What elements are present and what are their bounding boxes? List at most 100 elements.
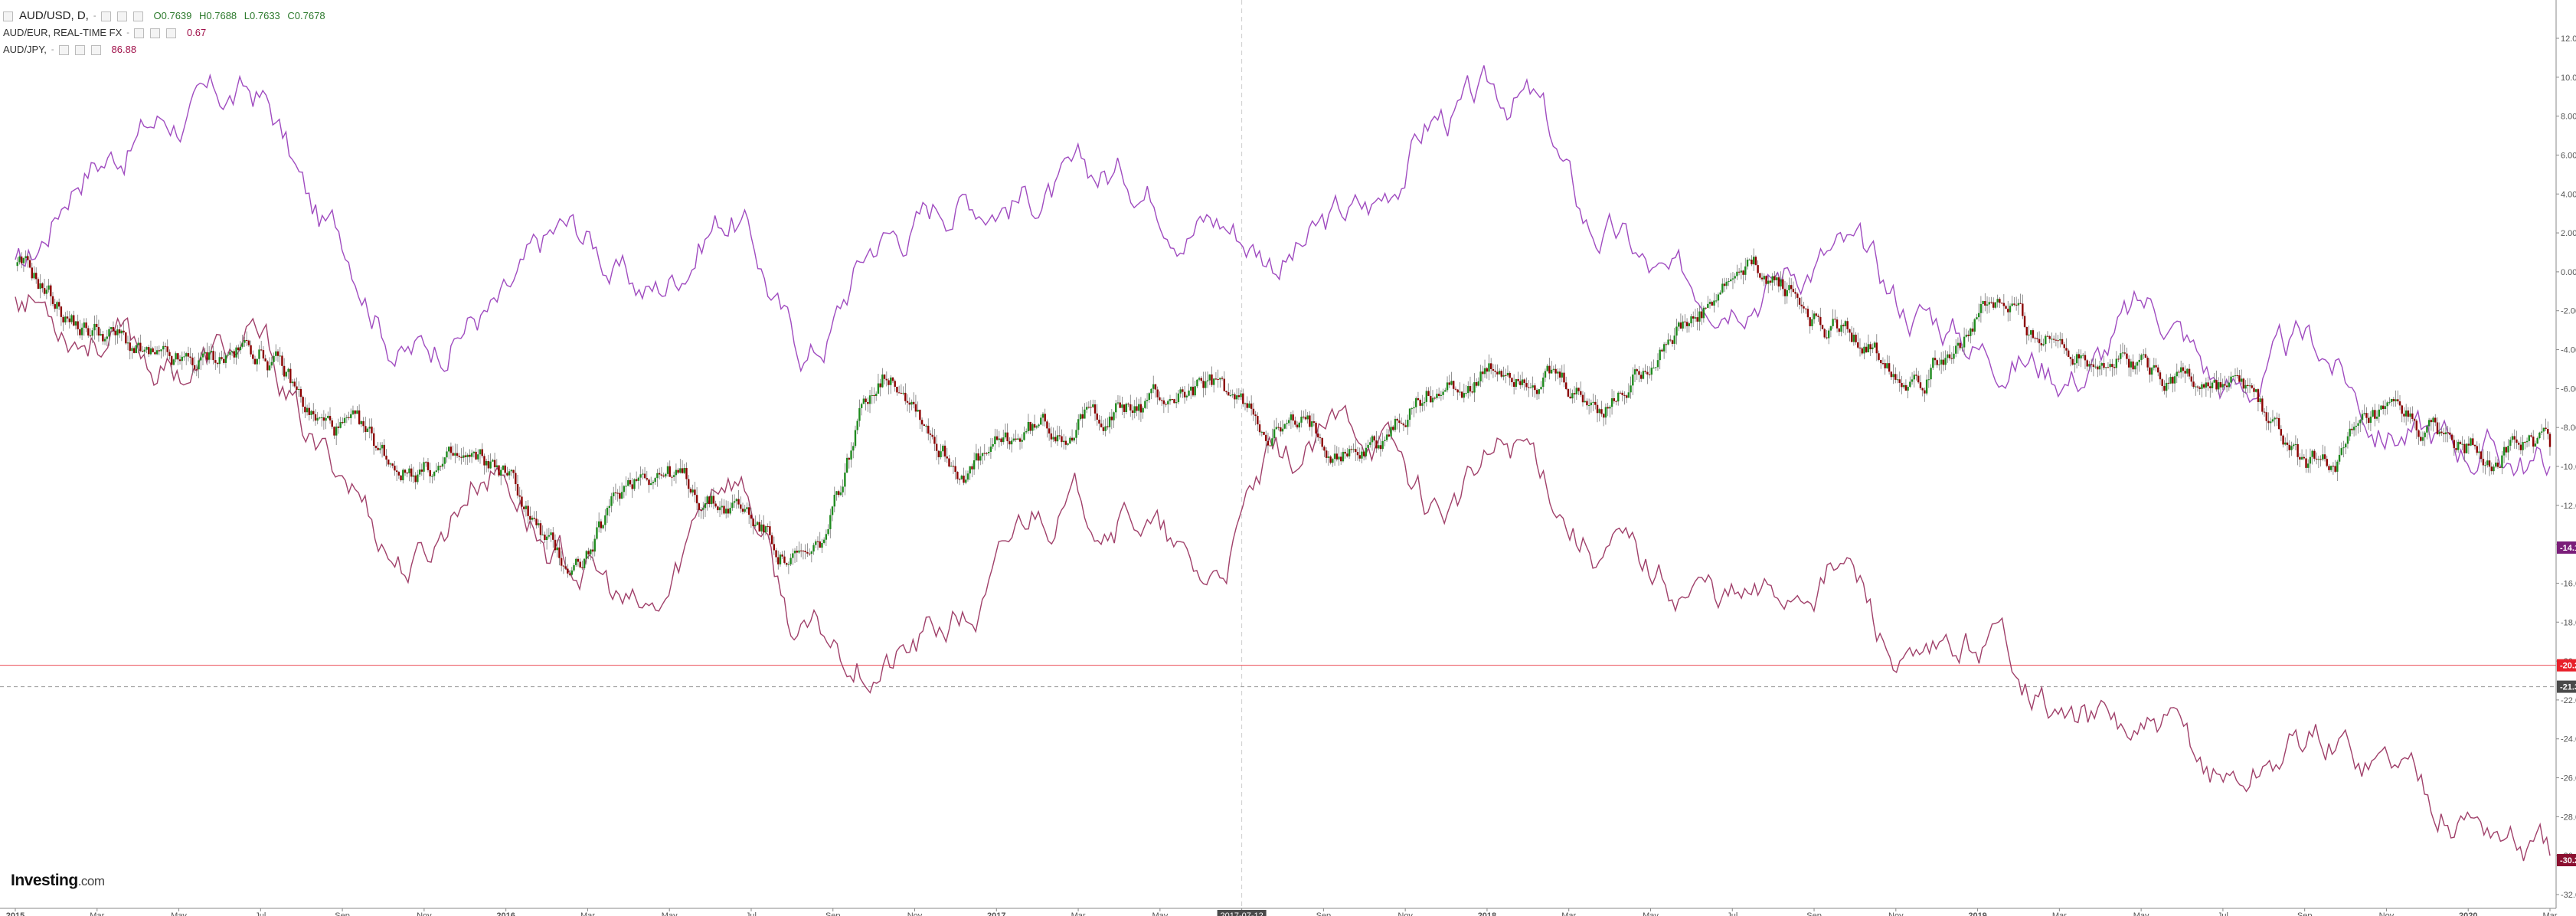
candle-body (1953, 353, 1955, 359)
candle-body (325, 417, 327, 421)
candle-body (425, 462, 427, 463)
candle-body (737, 499, 740, 505)
y-tick-label: 12.00% (2561, 34, 2576, 44)
legend-main[interactable]: AUD/USD, D, - O0.7639 H0.7688 L0.7633 C0… (3, 8, 330, 25)
candle-body (2501, 455, 2503, 468)
candle-body (746, 507, 748, 509)
candle-body (2234, 375, 2237, 377)
settings-icon[interactable] (74, 44, 85, 55)
x-tick-label: Sep (335, 911, 350, 916)
candle-body (1092, 404, 1094, 407)
close-icon[interactable] (90, 44, 101, 55)
candle-body (718, 507, 721, 511)
candle-body (2450, 434, 2453, 440)
candle-body (1909, 381, 1911, 388)
aud-usd-secondary-label: -21.3181 (2560, 683, 2576, 692)
candle-body (260, 349, 263, 351)
candle-body (702, 508, 704, 510)
candle-body (1988, 302, 1990, 305)
candle-body (2369, 416, 2372, 424)
candle-body (483, 456, 485, 466)
candle-body (2519, 444, 2522, 450)
candle-body (1775, 277, 1778, 280)
legend-main-symbol: AUD/USD, D, (19, 9, 89, 22)
candle-body (796, 550, 798, 553)
x-axis[interactable]: 2015 Mar May Jul Sep Nov 2016 Mar May Jul Sep Nov 20… (0, 908, 2558, 916)
eye-icon[interactable] (100, 11, 111, 21)
candle-body (1085, 407, 1088, 410)
candle-body (1655, 367, 1657, 368)
y-tick-label: -32.00% (2561, 891, 2576, 900)
candle-body (1350, 449, 1353, 450)
candle-body (666, 466, 669, 474)
candle-body (879, 383, 881, 388)
candle-body (1959, 342, 1961, 348)
candle-body (2495, 462, 2497, 467)
candle-body (2195, 386, 2197, 388)
candle-body (297, 388, 300, 390)
candle-body (2534, 443, 2537, 447)
candle-body (2290, 446, 2293, 450)
close-icon[interactable] (165, 28, 176, 38)
candle-body (504, 465, 506, 473)
candle-body (1102, 427, 1105, 431)
candle-body (1659, 349, 1661, 361)
candle-body (437, 466, 440, 471)
candle-body (74, 321, 77, 326)
candle-body (1803, 306, 1805, 309)
candle-body (2270, 421, 2272, 424)
candle-body (2548, 433, 2551, 447)
candle-body (835, 491, 838, 496)
candle-body (994, 436, 996, 444)
candle-body (2434, 417, 2437, 423)
candle-body (1911, 379, 1914, 382)
close-icon[interactable] (132, 11, 143, 21)
candle-body (329, 415, 332, 420)
candle-body (1669, 339, 1672, 341)
y-tick-label: 4.00% (2561, 190, 2576, 199)
investing-logo[interactable]: Investing.com (11, 872, 105, 890)
candle-body (2395, 399, 2397, 401)
legend-compare-1-dash: - (126, 28, 129, 38)
candle-body (2109, 364, 2111, 368)
candle-body (2224, 384, 2226, 386)
candle-body (2065, 348, 2068, 351)
candle-body (2309, 456, 2312, 464)
candle-body (2084, 355, 2087, 361)
candle-body (1532, 385, 1534, 388)
eye-icon[interactable] (133, 28, 144, 38)
legend-compare-1[interactable]: AUD/EUR, REAL-TIME FX - 0.67 (3, 25, 330, 41)
candle-body (708, 496, 711, 505)
candle-body (64, 316, 67, 322)
candle-body (1244, 403, 1247, 404)
candle-body (1742, 270, 1744, 275)
candle-body (1136, 406, 1138, 411)
candle-body (1806, 309, 1809, 318)
candle-body (1338, 456, 1340, 460)
candle-body (2211, 382, 2214, 388)
x-tick-label: Mar (1561, 911, 1576, 916)
candle-body (1671, 340, 1674, 344)
candle-body (2228, 382, 2231, 388)
candle-body (1769, 280, 1772, 283)
candle-body (908, 402, 910, 405)
legend-compare-2-symbol: AUD/JPY, (3, 44, 47, 55)
candle-body (1340, 456, 1342, 462)
candle-body (2420, 437, 2422, 441)
settings-icon[interactable] (149, 28, 160, 38)
eye-icon[interactable] (58, 44, 69, 55)
candle-body (1171, 398, 1173, 400)
candle-body (1415, 397, 1417, 407)
candle-body (1144, 401, 1146, 408)
collapse-icon[interactable] (3, 11, 13, 21)
candle-body (979, 456, 982, 461)
legend-compare-2[interactable]: AUD/JPY, - 86.88 (3, 41, 330, 58)
candle-body (1990, 302, 1992, 303)
candle-body (744, 509, 746, 512)
settings-icon[interactable] (116, 11, 127, 21)
candle-body (710, 496, 713, 505)
candle-body (2528, 435, 2530, 441)
x-tick-label: 2018 (1478, 911, 1496, 916)
candle-body (789, 558, 792, 564)
